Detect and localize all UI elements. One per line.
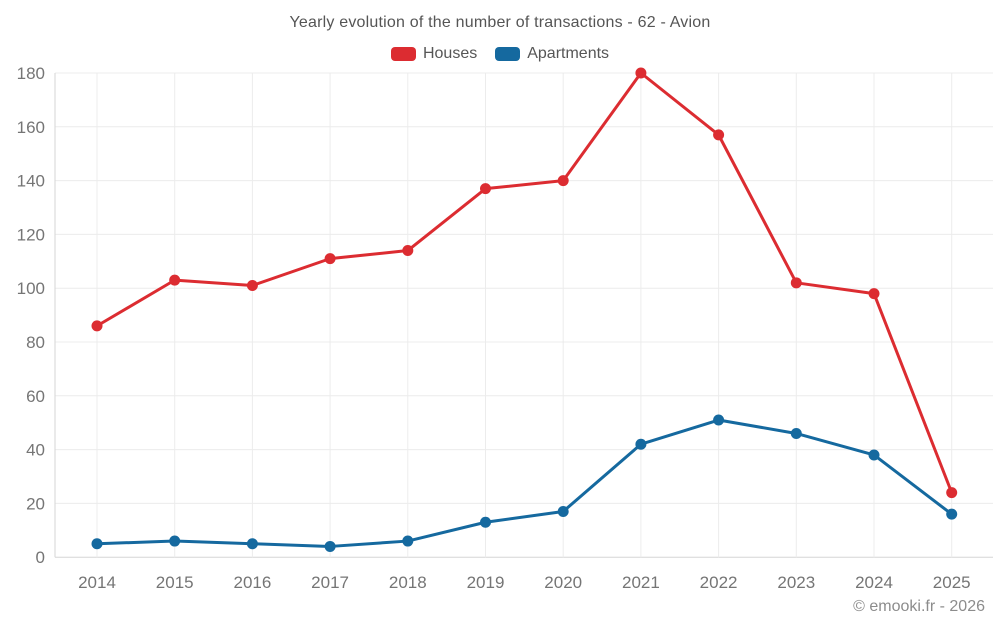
legend-label-apartments: Apartments <box>527 45 610 62</box>
data-point-apartments-2016[interactable] <box>246 538 258 550</box>
data-point-houses-2016[interactable] <box>246 280 258 292</box>
data-point-apartments-2018[interactable] <box>402 535 414 547</box>
x-axis-tick-label: 2022 <box>700 573 738 592</box>
data-point-houses-2023[interactable] <box>790 277 802 289</box>
apartments-line-series[interactable] <box>95 418 954 548</box>
data-point-houses-2014[interactable] <box>91 320 103 332</box>
y-axis-tick-label: 160 <box>17 118 45 137</box>
data-point-houses-2020[interactable] <box>557 175 569 187</box>
y-axis-tick-label: 40 <box>26 441 45 460</box>
data-point-apartments-2022[interactable] <box>713 414 725 426</box>
data-point-apartments-2019[interactable] <box>480 516 491 528</box>
y-axis-tick-label: 20 <box>26 494 45 513</box>
x-axis-tick-label: 2017 <box>311 573 349 592</box>
data-point-houses-2021[interactable] <box>635 67 647 79</box>
copyright-text: © emooki.fr - 2026 <box>853 598 985 615</box>
legend: Houses Apartments <box>0 45 1000 63</box>
legend-item-apartments[interactable]: Apartments <box>495 45 609 63</box>
data-point-houses-2015[interactable] <box>169 274 181 286</box>
x-axis-tick-label: 2025 <box>933 573 971 592</box>
y-axis-tick-label: 180 <box>17 64 45 83</box>
data-point-houses-2024[interactable] <box>868 288 880 300</box>
x-axis-tick-label: 2016 <box>233 573 271 592</box>
legend-swatch-houses <box>390 47 416 61</box>
y-axis-tick-label: 0 <box>36 548 45 567</box>
x-axis-tick-label: 2014 <box>78 573 116 592</box>
data-point-apartments-2014[interactable] <box>91 538 103 550</box>
x-axis-tick-label: 2018 <box>389 573 427 592</box>
data-point-apartments-2024[interactable] <box>868 449 880 461</box>
x-axis-tick-label: 2023 <box>777 573 815 592</box>
x-axis-tick-label: 2020 <box>544 573 582 592</box>
x-axis-tick-label: 2019 <box>467 573 505 592</box>
y-axis-tick-label: 60 <box>26 387 45 406</box>
y-axis-tick-label: 120 <box>17 225 45 244</box>
houses-line-series[interactable] <box>95 71 954 495</box>
data-point-apartments-2025[interactable] <box>946 508 958 520</box>
legend-label-houses: Houses <box>422 45 478 62</box>
y-axis-tick-label: 80 <box>26 333 45 352</box>
y-axis-tick-label: 100 <box>17 279 45 298</box>
data-point-houses-2025[interactable] <box>946 487 958 499</box>
data-point-apartments-2020[interactable] <box>557 505 569 517</box>
x-axis-tick-label: 2024 <box>855 573 893 592</box>
x-axis-tick-label: 2015 <box>156 573 194 592</box>
legend-item-houses[interactable]: Houses <box>390 45 478 63</box>
x-axis-tick-label: 2021 <box>622 573 660 592</box>
legend-swatch-apartments <box>495 47 521 61</box>
data-point-houses-2018[interactable] <box>402 245 414 257</box>
data-point-houses-2017[interactable] <box>324 253 336 265</box>
y-axis-tick-label: 140 <box>17 172 45 191</box>
chart-title: Yearly evolution of the number of transa… <box>289 14 711 31</box>
data-point-houses-2022[interactable] <box>713 129 725 141</box>
data-point-apartments-2017[interactable] <box>324 540 336 552</box>
data-point-apartments-2021[interactable] <box>635 438 647 450</box>
data-point-apartments-2023[interactable] <box>790 427 802 439</box>
data-point-apartments-2015[interactable] <box>169 535 181 547</box>
data-point-houses-2019[interactable] <box>480 183 491 195</box>
